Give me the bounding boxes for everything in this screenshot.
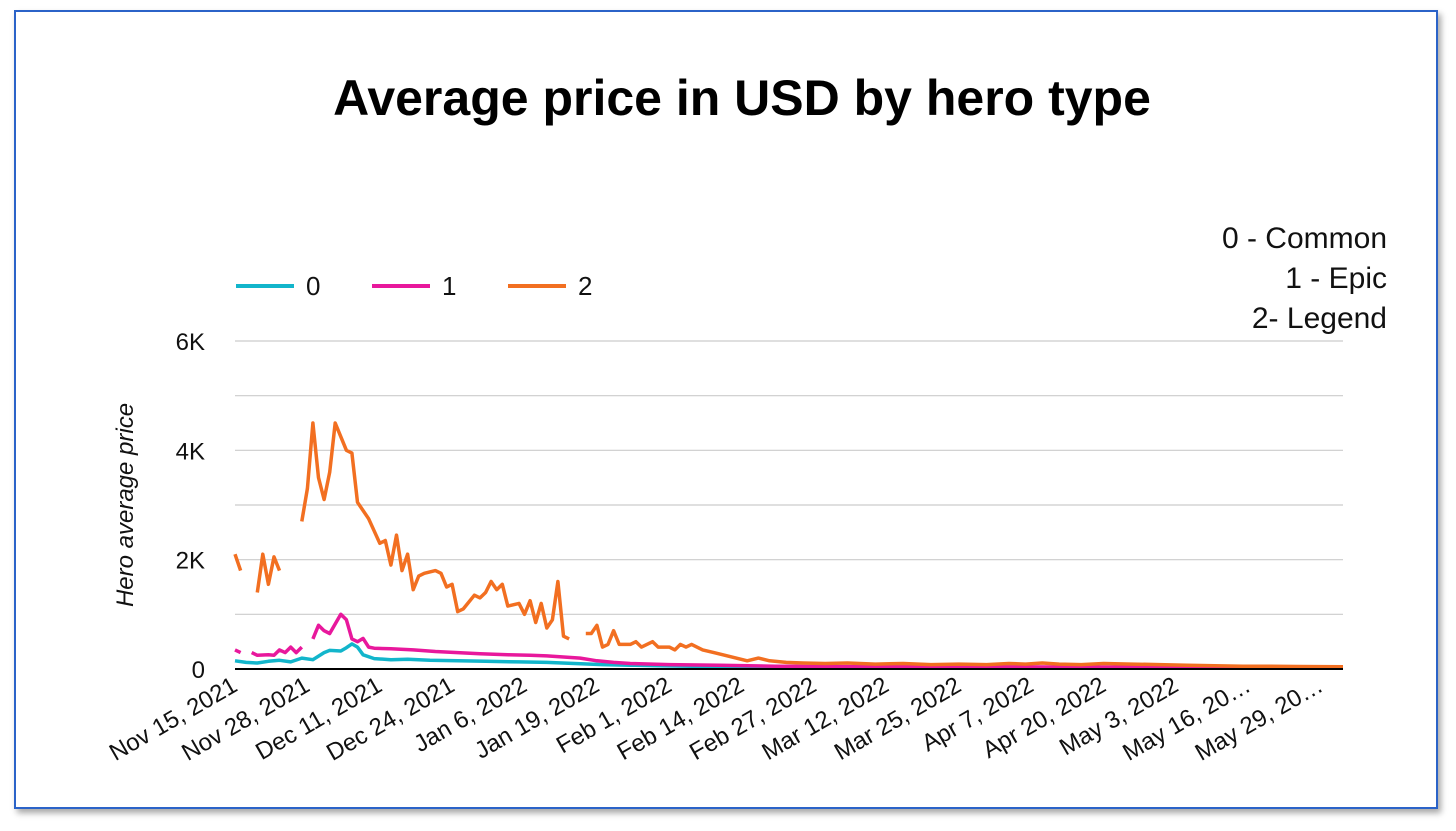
y-tick-label: 4K (176, 438, 205, 465)
series-lines (233, 421, 1344, 670)
legend: 0 1 2 (236, 271, 592, 301)
series-line-1 (234, 612, 1344, 670)
gridlines (235, 340, 1343, 615)
chart-frame (14, 10, 1438, 809)
y-tick-label: 6K (176, 329, 205, 356)
legend-note: 1 - Epic (1285, 262, 1387, 295)
y-axis-label: Hero average price (112, 403, 139, 607)
y-tick-label: 2K (176, 548, 205, 575)
y-axis-title: Hero average price (112, 403, 139, 607)
series-line-2 (233, 421, 1344, 669)
legend-note: 0 - Common (1222, 222, 1387, 255)
y-tick-label: 0 (192, 657, 205, 684)
legend-note: 2- Legend (1252, 302, 1387, 335)
chart-title: Average price in USD by hero type (333, 70, 1151, 126)
legend-notes: 0 - Common 1 - Epic 2- Legend (1222, 222, 1387, 335)
y-axis-ticks: 0 2K 4K 6K (176, 329, 205, 684)
legend-label-2: 2 (578, 271, 592, 301)
legend-label-1: 1 (442, 271, 456, 301)
legend-label-0: 0 (306, 271, 320, 301)
